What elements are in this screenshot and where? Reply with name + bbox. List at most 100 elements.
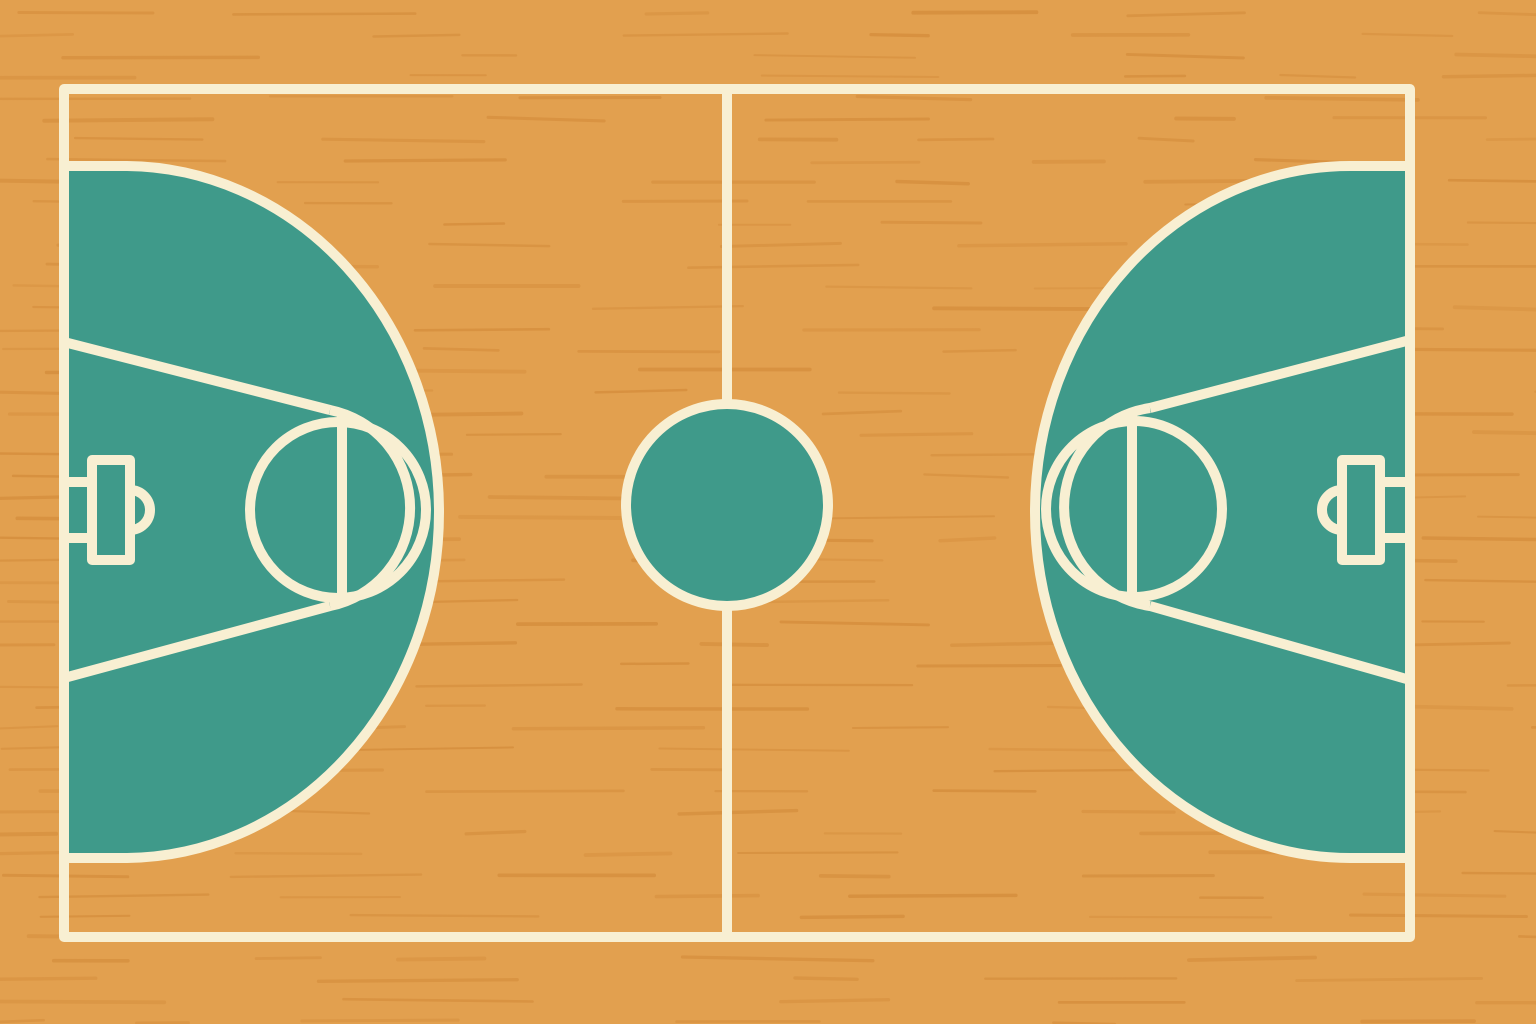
- wood-grain-streak: [1125, 52, 1245, 60]
- wood-grain-streak: [837, 391, 951, 395]
- wood-grain-streak: [764, 117, 930, 122]
- wood-grain-streak: [779, 998, 891, 1004]
- wood-grain-streak: [428, 242, 551, 248]
- wood-grain-streak: [1477, 11, 1536, 17]
- wood-grain-streak: [1187, 955, 1317, 962]
- wood-grain-streak: [464, 829, 527, 836]
- wood-grain-streak: [1452, 305, 1536, 312]
- wood-grain-streak: [234, 851, 363, 856]
- wood-grain-streak: [275, 809, 371, 815]
- wood-grain-streak: [430, 598, 519, 604]
- wood-grain-streak: [428, 411, 524, 417]
- wood-grain-streak: [821, 409, 903, 416]
- wood-grain-streak: [911, 10, 1039, 15]
- center-circle: [621, 399, 833, 611]
- wood-grain-streak: [300, 1018, 460, 1023]
- wood-grain-streak: [687, 263, 860, 270]
- hoop-right: [1317, 485, 1343, 535]
- wood-grain-streak: [372, 33, 461, 38]
- wood-grain-streak: [917, 137, 995, 142]
- wood-grain-streak: [1493, 830, 1536, 834]
- wood-grain-streak: [1454, 52, 1536, 59]
- wood-grain-streak: [779, 620, 930, 627]
- wood-grain-streak: [760, 74, 940, 79]
- wood-grain-streak: [654, 893, 760, 899]
- wood-grain-streak: [1349, 913, 1528, 919]
- wood-grain-streak: [677, 808, 799, 816]
- wood-grain-streak: [1441, 73, 1536, 79]
- wood-grain-streak: [1264, 95, 1420, 102]
- wood-grain-streak: [1518, 935, 1536, 939]
- wood-grain-streak: [680, 955, 875, 963]
- lane-end-arc-right: [1059, 403, 1151, 611]
- wood-grain-streak: [1466, 221, 1536, 225]
- wood-grain-streak: [859, 432, 974, 437]
- wood-grain-streak: [855, 94, 973, 102]
- wood-grain-streak: [895, 179, 970, 186]
- wood-grain-streak: [1461, 871, 1536, 875]
- wood-grain-streak: [699, 641, 769, 648]
- wood-grain-streak: [942, 348, 1017, 353]
- wood-grain-streak: [413, 327, 551, 332]
- wood-grain-streak: [342, 997, 534, 1003]
- wood-grain-streak: [415, 683, 583, 688]
- wood-grain-streak: [622, 32, 789, 37]
- wood-grain-streak: [658, 747, 850, 752]
- wood-grain-streak: [1421, 536, 1536, 542]
- wood-grain-streak: [591, 304, 744, 310]
- wood-grain-streak: [73, 136, 204, 141]
- wood-grain-streak: [938, 536, 997, 543]
- wood-grain-streak: [396, 956, 487, 962]
- wood-grain-streak: [957, 242, 1128, 248]
- wood-grain-streak: [1485, 137, 1536, 142]
- wood-grain-streak: [333, 746, 514, 752]
- wood-grain-streak: [848, 893, 1018, 898]
- wood-grain-streak: [511, 726, 706, 731]
- wood-grain-streak: [42, 117, 215, 123]
- wood-grain-streak: [46, 157, 227, 163]
- wood-grain-streak: [1362, 892, 1507, 898]
- wood-grain-streak: [343, 158, 507, 163]
- backboard-mount-right: [1380, 477, 1410, 543]
- wood-grain-streak: [17, 11, 155, 15]
- wood-grain-streak: [988, 747, 1140, 752]
- wood-grain-streak: [1137, 136, 1195, 143]
- wood-grain-streak: [458, 514, 628, 520]
- wood-grain-streak: [880, 220, 983, 225]
- wood-grain-streak: [932, 789, 1037, 793]
- wood-grain-streak: [1088, 915, 1273, 919]
- wood-grain-streak: [594, 388, 688, 394]
- wood-grain-streak: [1361, 32, 1454, 38]
- lane-lines-left: [62, 337, 332, 683]
- wood-grain-streak: [753, 54, 916, 59]
- wood-grain-streak: [799, 914, 905, 920]
- wood-grain-streak: [932, 306, 1100, 312]
- wood-grain-streak: [0, 976, 98, 981]
- wood-grain-streak: [232, 12, 417, 16]
- wood-grain-streak: [1126, 11, 1246, 18]
- wood-grain-streak: [1405, 347, 1536, 352]
- wood-grain-streak: [425, 789, 625, 793]
- wood-grain-streak: [923, 473, 1010, 479]
- wood-grain-streak: [0, 999, 167, 1005]
- wood-grain-streak: [254, 956, 322, 961]
- wood-grain-streak: [486, 115, 606, 123]
- wood-grain-streak: [1472, 430, 1536, 436]
- wood-grain-streak: [408, 641, 518, 646]
- wood-grain-streak: [0, 850, 61, 856]
- wood-grain-streak: [793, 976, 859, 981]
- wood-grain-streak: [803, 515, 995, 520]
- wood-grain-streak: [818, 874, 891, 879]
- wood-grain-streak: [719, 241, 842, 248]
- wood-grain-streak: [0, 685, 59, 689]
- wood-grain-streak: [465, 433, 562, 436]
- lane-end-arc-left: [328, 405, 416, 611]
- wood-grain-streak: [583, 851, 673, 858]
- wood-grain-streak: [737, 851, 899, 855]
- wood-grain-streak: [349, 913, 540, 918]
- wood-grain-streak: [0, 33, 75, 38]
- wood-grain-streak: [316, 978, 519, 983]
- wood-grain-streak: [1506, 684, 1536, 687]
